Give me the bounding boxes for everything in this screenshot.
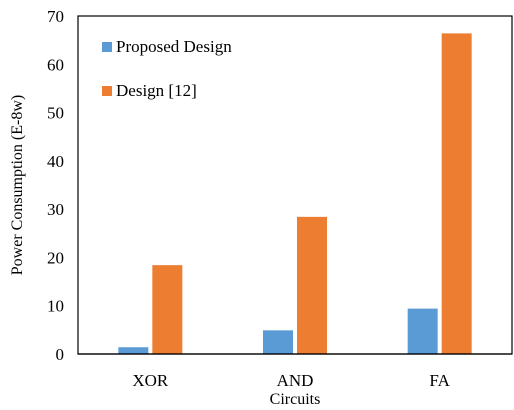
legend-label-0: Proposed Design: [116, 37, 232, 56]
y-tick-label-4: 40: [47, 152, 64, 171]
y-tick-label-5: 50: [47, 104, 64, 123]
legend-swatch-1: [102, 86, 112, 96]
y-axis-ticks: 0 10 20 30 40 50 60 70: [47, 7, 64, 364]
bar-xor-series-0: [118, 347, 149, 354]
y-tick-label-6: 60: [47, 55, 64, 74]
legend: Proposed Design Design [12]: [102, 37, 232, 100]
bar-and-series-0: [263, 330, 293, 354]
bar-fa-series-0: [407, 308, 438, 354]
x-axis-label: Circuits: [270, 391, 321, 408]
y-tick-label-0: 0: [56, 345, 65, 364]
y-tick-label-1: 10: [47, 297, 64, 316]
legend-swatch-0: [102, 42, 112, 52]
x-axis-categories: XOR AND FA: [132, 371, 450, 390]
y-axis-label: Power Consumption (E-8w): [9, 95, 26, 275]
x-tick-label-xor: XOR: [132, 371, 169, 390]
legend-label-1: Design [12]: [116, 81, 197, 100]
x-tick-label-fa: FA: [429, 371, 450, 390]
x-tick-label-and: AND: [277, 371, 314, 390]
bar-series: [118, 33, 472, 354]
y-tick-label-2: 20: [47, 248, 64, 267]
bar-xor-series-1: [152, 265, 183, 354]
y-tick-label-7: 70: [47, 7, 64, 26]
bar-fa-series-1: [441, 33, 472, 354]
bar-and-series-1: [297, 216, 327, 354]
y-tick-label-3: 30: [47, 200, 64, 219]
